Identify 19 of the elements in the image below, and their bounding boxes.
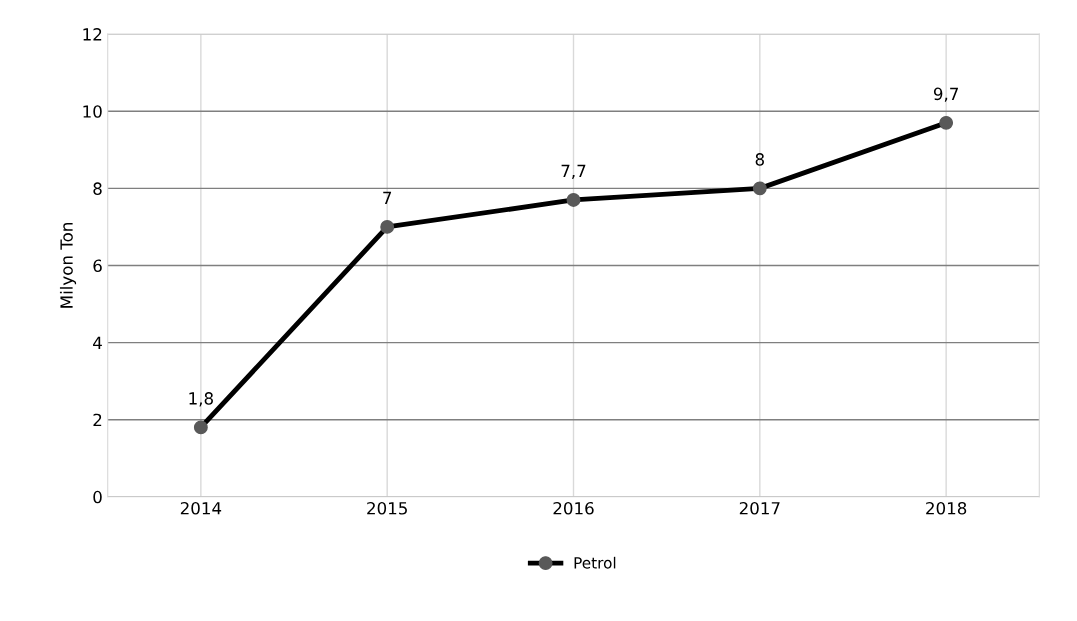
y-axis-title: Milyon Ton	[59, 223, 77, 308]
data-label: 7,7	[561, 164, 586, 179]
y-tick-label: 8	[93, 182, 102, 195]
x-tick-label: 2014	[180, 501, 222, 515]
x-tick-label: 2016	[553, 501, 594, 515]
y-tick-label: 6	[93, 259, 102, 273]
x-tick-label: 2017	[739, 501, 780, 515]
y-tick-label: 4	[93, 336, 102, 349]
legend-label: Petrol	[574, 556, 616, 569]
x-tick-label: 2018	[926, 501, 967, 515]
data-label: 8	[755, 153, 764, 166]
y-tick-label: 0	[93, 490, 102, 504]
data-label: 1,8	[189, 392, 213, 407]
y-tick-label: 12	[83, 28, 102, 41]
data-label: 9,7	[933, 87, 958, 102]
y-tick-label: 10	[83, 105, 102, 118]
data-label: 7	[383, 191, 392, 205]
x-tick-label: 2015	[367, 501, 407, 515]
y-tick-label: 2	[93, 413, 102, 427]
